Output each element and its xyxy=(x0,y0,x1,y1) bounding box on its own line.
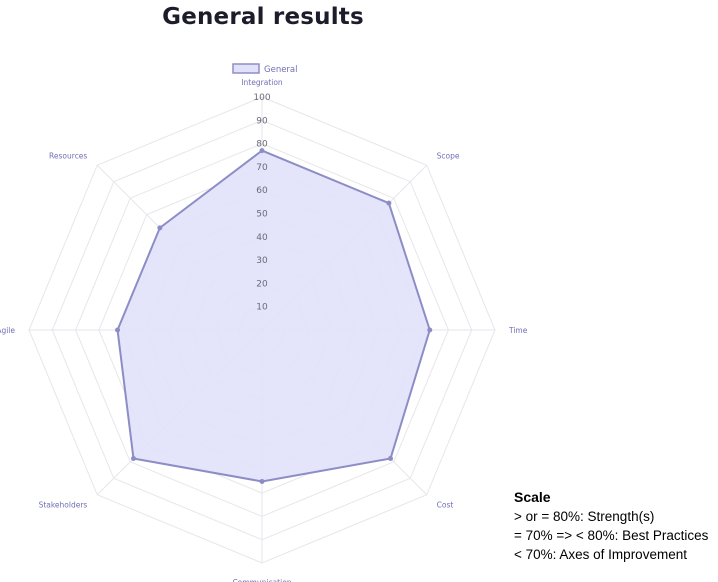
radial-tick-label: 40 xyxy=(256,233,268,243)
data-point-agile[interactable] xyxy=(115,327,121,333)
radar-series xyxy=(115,148,433,484)
radial-tick-label: 60 xyxy=(256,186,268,196)
data-point-cost[interactable] xyxy=(388,456,394,462)
series-area xyxy=(116,149,431,483)
axis-label-communication: Communication xyxy=(232,578,291,582)
data-point-communication[interactable] xyxy=(259,478,265,484)
legend[interactable]: General xyxy=(232,63,298,75)
axis-label-time: Time xyxy=(508,326,528,335)
radial-tick-label: 100 xyxy=(253,93,270,103)
axis-label-agile: Agile xyxy=(0,326,15,335)
axis-label-scope: Scope xyxy=(437,151,460,160)
scale-line-improvement: < 70%: Axes of Improvement xyxy=(514,547,687,562)
scale-line-strength: > or = 80%: Strength(s) xyxy=(514,509,655,524)
axis-label-stakeholders: Stakeholders xyxy=(39,501,88,510)
legend-label[interactable]: General xyxy=(264,65,298,75)
data-point-scope[interactable] xyxy=(386,200,392,206)
radial-tick-label: 80 xyxy=(256,140,268,150)
axis-label-integration: Integration xyxy=(241,78,283,87)
radial-tick-label: 30 xyxy=(256,256,268,266)
radial-tick-label: 20 xyxy=(256,279,268,289)
data-point-integration[interactable] xyxy=(259,148,265,154)
legend-swatch[interactable] xyxy=(232,63,260,74)
radial-tick-label: 70 xyxy=(256,163,268,173)
axis-labels: Integration Scope Time Cost Communication Sta… xyxy=(0,78,528,582)
axis-label-cost: Cost xyxy=(437,501,454,510)
radial-tick-labels: 10 20 30 40 50 60 70 80 90 100 xyxy=(253,93,270,313)
data-point-stakeholders[interactable] xyxy=(130,456,136,462)
radial-tick-label: 10 xyxy=(256,303,268,313)
scale-heading: Scale xyxy=(514,489,551,505)
scale-line-best-practices: = 70% => < 80%: Best Practices xyxy=(514,528,709,543)
scale-legend: Scale > or = 80%: Strength(s) = 70% => <… xyxy=(514,488,714,564)
axis-label-resources: Resources xyxy=(49,151,87,160)
radial-tick-label: 50 xyxy=(256,210,268,220)
radial-tick-label: 90 xyxy=(256,116,268,126)
chart-title: General results xyxy=(162,4,364,30)
data-point-resources[interactable] xyxy=(157,225,163,231)
data-point-time[interactable] xyxy=(427,327,433,333)
